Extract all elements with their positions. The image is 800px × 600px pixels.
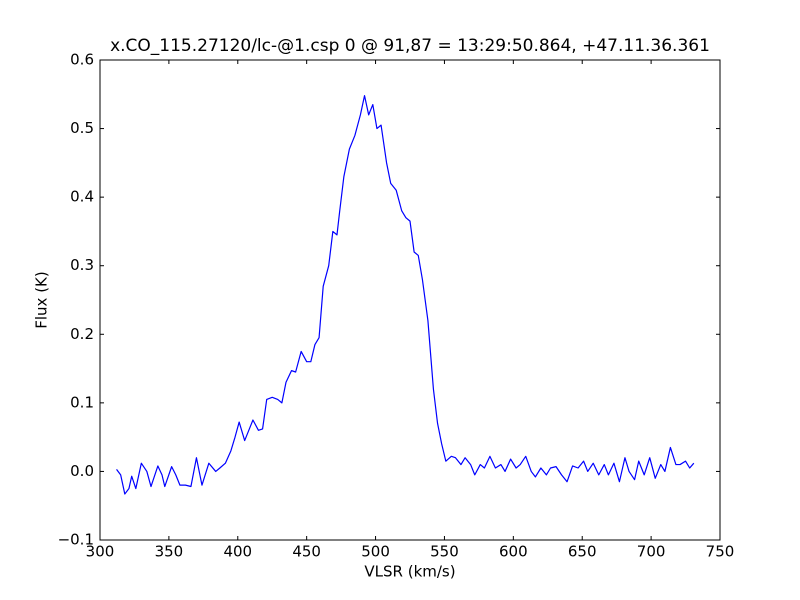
x-tick-label: 750 (706, 543, 735, 561)
y-tick-label: 0.3 (70, 256, 94, 274)
x-tick-label: 650 (568, 543, 597, 561)
plot-frame (99, 59, 721, 541)
y-tick-label: −0.1 (58, 531, 94, 549)
x-tick-label: 400 (223, 543, 252, 561)
y-tick-label: 0.5 (70, 119, 94, 137)
x-tick-label: 450 (292, 543, 321, 561)
y-tick-label: 0.4 (70, 188, 94, 206)
chart-title: x.CO_115.27120/lc-@1.csp 0 @ 91,87 = 13:… (110, 36, 710, 56)
x-tick-label: 300 (86, 543, 115, 561)
x-tick-label: 550 (430, 543, 459, 561)
x-tick-label: 600 (499, 543, 528, 561)
y-tick-label: 0.6 (70, 51, 94, 69)
y-tick-label: 0.0 (70, 462, 94, 480)
x-tick-label: 500 (361, 543, 390, 561)
x-axis-label: VLSR (km/s) (364, 563, 455, 581)
y-tick-label: 0.2 (70, 325, 94, 343)
y-tick-label: 0.1 (70, 393, 94, 411)
x-tick-label: 350 (155, 543, 184, 561)
data-line (116, 95, 695, 495)
y-axis-label: Flux (K) (33, 271, 51, 329)
x-tick-label: 700 (637, 543, 666, 561)
